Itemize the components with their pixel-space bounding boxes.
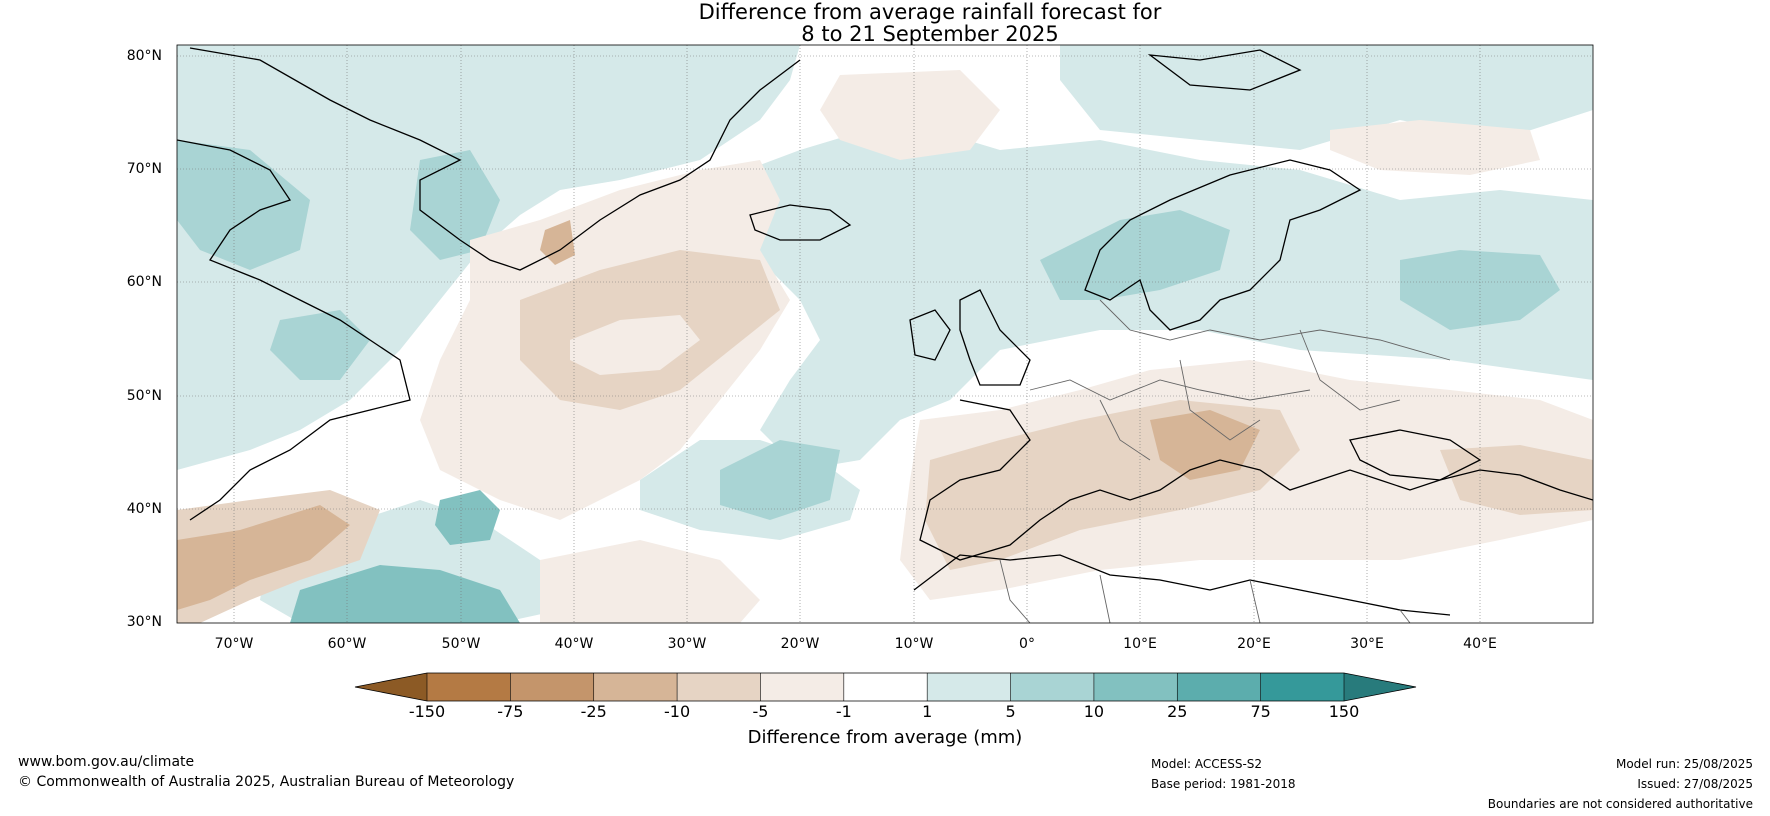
country-borders <box>999 299 1451 623</box>
footer-disclaimer: Boundaries are not considered authoritat… <box>1487 797 1753 811</box>
lon-label-30w: 30°W <box>667 636 707 652</box>
colorbar-extend-high <box>1344 673 1416 701</box>
colorbar-segment <box>593 673 678 701</box>
britain-coast <box>959 289 1031 386</box>
lon-label-60w: 60°W <box>327 636 367 652</box>
wet-region-north-atlantic <box>720 120 1593 470</box>
colorbar-tick-label: 150 <box>1328 702 1360 721</box>
svalbard-coast <box>1147 49 1302 91</box>
lat-label-30n: 30°N <box>126 614 162 630</box>
lon-label-20e: 20°E <box>1237 636 1271 652</box>
footer-model: Model: ACCESS-S2 <box>1151 757 1263 771</box>
colorbar-title: Difference from average (mm) <box>747 727 1023 748</box>
colorbar-tick-label: -150 <box>408 702 446 721</box>
chart-title-line1: Difference from average rainfall forecas… <box>698 0 1162 24</box>
colorbar-segment <box>427 673 511 701</box>
black-sea-coast <box>1349 429 1482 481</box>
wet-region-labrador-sea <box>270 310 370 380</box>
dry-region-greenland-tip <box>540 220 575 265</box>
lon-label-70w: 70°W <box>214 636 254 652</box>
iceland-coast <box>749 204 852 241</box>
lon-label-0: 0° <box>1019 636 1035 652</box>
ireland-coast <box>909 309 951 361</box>
colorbar-tick-label: -75 <box>497 702 524 721</box>
colorbar-segment <box>760 673 844 701</box>
colorbar-tick-label: -1 <box>835 702 852 721</box>
colorbar-segment <box>1177 673 1261 701</box>
dry-region-arctic <box>820 70 1000 160</box>
colorbar-segment <box>843 673 928 701</box>
lat-label-80n: 80°N <box>126 48 162 64</box>
colorbar-tick-label: 75 <box>1250 702 1271 721</box>
footer-base-period: Base period: 1981-2018 <box>1151 777 1296 791</box>
scandinavia-coast <box>1084 159 1362 331</box>
greenland-coast <box>189 47 801 271</box>
colorbar-tick-label: 1 <box>922 702 933 721</box>
lat-label-70n: 70°N <box>126 161 162 177</box>
colorbar-tick-label: 25 <box>1167 702 1188 721</box>
wet-region-mid-atlantic <box>720 440 840 520</box>
dry-region-caspian <box>1440 445 1593 515</box>
footer-copyright: © Commonwealth of Australia 2025, Austra… <box>18 774 515 790</box>
wet-region-subtropical-core <box>290 565 520 623</box>
footer-model-run: Model run: 25/08/2025 <box>1615 757 1753 771</box>
lon-label-20w: 20°W <box>780 636 820 652</box>
lon-label-10w: 10°W <box>894 636 934 652</box>
lat-label-50n: 50°N <box>126 388 162 404</box>
wet-region-isolated-core <box>435 490 500 545</box>
footer-issued: Issued: 27/08/2025 <box>1637 777 1753 791</box>
colorbar <box>354 672 1417 702</box>
dry-region-southern-atlantic <box>540 540 760 623</box>
lon-label-40w: 40°W <box>554 636 594 652</box>
colorbar-segment <box>510 673 594 701</box>
colorbar-segment <box>1260 673 1344 701</box>
colorbar-segment <box>1093 673 1178 701</box>
wet-region-greenland-east <box>410 150 500 260</box>
dry-region-barents <box>1330 120 1540 175</box>
europe-coast <box>919 399 1593 561</box>
colorbar-segment <box>677 673 761 701</box>
coastlines <box>177 47 1593 616</box>
footer-website: www.bom.gov.au/climate <box>18 754 195 770</box>
wet-region-scandinavia <box>1040 210 1230 300</box>
lon-label-30e: 30°E <box>1350 636 1384 652</box>
dry-region-atlantic-inner <box>570 315 700 375</box>
colorbar-tick-label: -25 <box>580 702 607 721</box>
colorbar-tick-label: -10 <box>664 702 691 721</box>
lon-label-40e: 40°E <box>1463 636 1497 652</box>
colorbar-segment <box>927 673 1011 701</box>
africa-coast <box>913 554 1451 616</box>
lat-label-60n: 60°N <box>126 274 162 290</box>
chart-title-line2: 8 to 21 September 2025 <box>801 22 1059 46</box>
colorbar-extend-low <box>355 673 427 701</box>
wet-region-greenland-west <box>177 140 310 270</box>
colorbar-tick-label: 10 <box>1083 702 1105 721</box>
colorbar-segment <box>1010 673 1094 701</box>
lon-label-10e: 10°E <box>1123 636 1157 652</box>
map-frame <box>176 44 1594 624</box>
wet-region-russia <box>1400 250 1560 330</box>
canada-coast <box>177 139 411 521</box>
graticule <box>177 45 1593 623</box>
colorbar-tick-label: -5 <box>752 702 769 721</box>
lon-label-50w: 50°W <box>441 636 481 652</box>
colorbar-tick-label: 5 <box>1005 702 1016 721</box>
dry-region-subtropical-west-core <box>177 505 350 610</box>
rainfall-anomaly-field <box>177 45 1593 623</box>
lat-label-40n: 40°N <box>126 501 162 517</box>
